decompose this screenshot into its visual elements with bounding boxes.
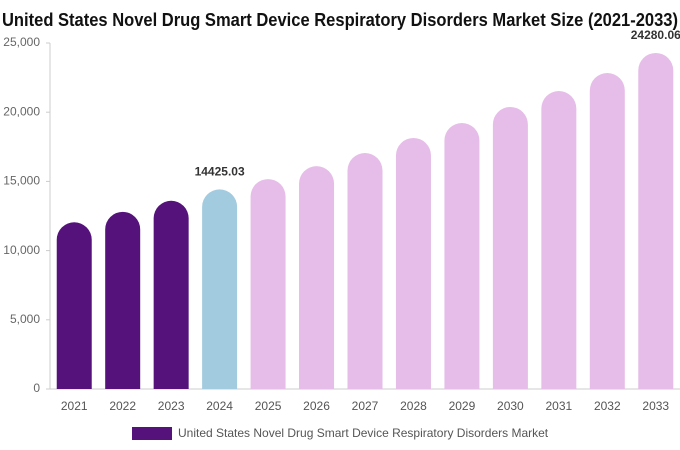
bar	[153, 200, 189, 389]
bar	[589, 73, 625, 389]
y-tick-label: 15,000	[3, 174, 40, 188]
y-tick-label: 5,000	[10, 312, 40, 326]
bar	[444, 122, 480, 390]
data-label: 14425.03	[195, 165, 245, 179]
bar	[299, 166, 335, 389]
bar	[492, 106, 528, 389]
legend-swatch	[132, 427, 172, 440]
bar	[395, 137, 431, 389]
y-tick-label: 0	[33, 381, 40, 395]
bar	[202, 189, 238, 389]
x-tick-label: 2031	[545, 399, 572, 413]
x-tick-label: 2027	[352, 399, 379, 413]
x-tick-label: 2023	[158, 399, 185, 413]
bar	[541, 91, 577, 389]
legend-label: United States Novel Drug Smart Device Re…	[178, 426, 549, 440]
bar	[56, 222, 92, 389]
bar	[638, 52, 674, 390]
x-tick-label: 2021	[61, 399, 88, 413]
chart-title: United States Novel Drug Smart Device Re…	[2, 10, 678, 30]
data-label: 24280.06	[631, 28, 680, 42]
y-tick-label: 20,000	[3, 104, 40, 118]
x-tick-label: 2033	[642, 399, 669, 413]
bar	[250, 179, 286, 389]
x-tick-label: 2030	[497, 399, 524, 413]
bar	[105, 211, 141, 389]
x-tick-label: 2025	[255, 399, 282, 413]
x-tick-label: 2028	[400, 399, 427, 413]
x-tick-label: 2026	[303, 399, 330, 413]
y-tick-label: 25,000	[3, 35, 40, 49]
bar	[347, 153, 383, 389]
y-tick-label: 10,000	[3, 243, 40, 257]
x-tick-label: 2032	[594, 399, 621, 413]
x-tick-label: 2022	[109, 399, 136, 413]
x-tick-label: 2029	[449, 399, 476, 413]
x-tick-label: 2024	[206, 399, 233, 413]
